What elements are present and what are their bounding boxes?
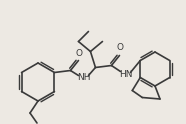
Text: HN: HN (119, 70, 132, 79)
Text: O: O (117, 44, 124, 52)
Text: NH: NH (77, 73, 90, 82)
Text: O: O (76, 48, 83, 58)
